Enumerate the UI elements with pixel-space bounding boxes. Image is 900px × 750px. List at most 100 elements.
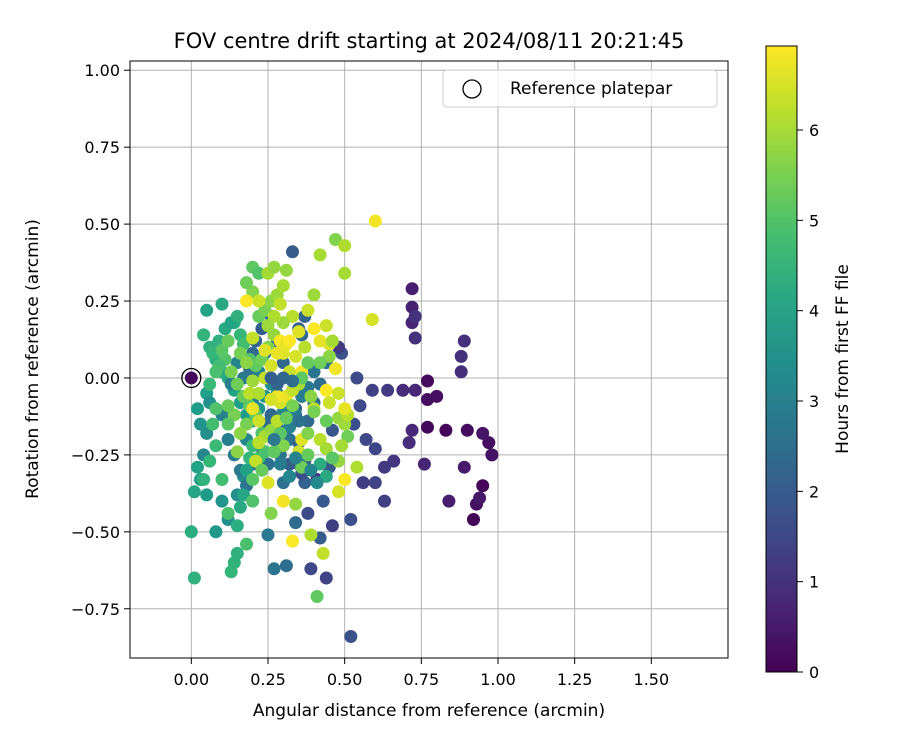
data-point	[279, 263, 293, 277]
data-point	[329, 233, 342, 246]
data-point	[273, 297, 287, 311]
data-point	[482, 436, 496, 450]
data-point	[322, 349, 336, 363]
data-point	[261, 528, 275, 542]
data-point	[224, 365, 238, 379]
data-point	[264, 393, 278, 406]
data-point	[301, 414, 315, 428]
data-point	[233, 426, 247, 440]
data-point	[304, 463, 318, 477]
data-point	[252, 386, 266, 400]
data-point	[203, 454, 217, 468]
data-point	[319, 319, 333, 333]
colorbar-tick-label: 3	[809, 392, 819, 411]
data-point	[454, 365, 468, 379]
colorbar-tick-label: 1	[809, 573, 819, 592]
data-point	[246, 402, 260, 416]
data-point	[316, 546, 330, 560]
data-point	[344, 513, 358, 526]
data-point	[289, 349, 303, 363]
data-point	[197, 328, 211, 342]
data-point	[264, 359, 278, 373]
data-point	[313, 356, 327, 370]
data-point	[304, 562, 318, 576]
data-point	[286, 309, 299, 323]
data-point	[276, 279, 290, 293]
data-point	[221, 334, 235, 348]
data-point	[295, 389, 309, 403]
data-point	[240, 463, 253, 477]
data-point	[209, 365, 223, 379]
data-point	[237, 488, 250, 502]
data-point	[215, 473, 229, 486]
data-point	[215, 297, 229, 311]
y-tick-label: 0.75	[84, 138, 120, 157]
data-point	[240, 417, 253, 431]
y-axis-label: Rotation from reference (arcmin)	[23, 219, 43, 499]
data-point	[335, 439, 349, 453]
legend-label: Reference platepar	[510, 79, 672, 99]
colorbar-gradient	[766, 46, 797, 672]
data-point	[332, 485, 345, 499]
data-point	[283, 334, 296, 348]
data-point	[246, 331, 260, 345]
data-point	[276, 439, 290, 453]
data-point	[252, 294, 266, 308]
data-point	[476, 479, 490, 493]
data-point	[329, 362, 342, 376]
x-axis-label: Angular distance from reference (arcmin)	[253, 701, 605, 721]
data-point	[454, 349, 468, 363]
legend-marker	[462, 79, 482, 99]
data-point	[243, 386, 257, 400]
data-point	[240, 356, 253, 370]
data-point	[313, 457, 327, 471]
data-point	[325, 334, 339, 348]
data-point	[457, 334, 471, 348]
data-point	[325, 451, 339, 465]
colorbar-tick-label: 6	[809, 121, 819, 140]
data-point	[421, 374, 434, 388]
data-point	[325, 519, 339, 533]
data-point	[313, 248, 327, 262]
data-point	[368, 442, 382, 456]
data-point	[230, 546, 244, 560]
data-point	[332, 386, 345, 400]
y-tick-label: 0.00	[84, 369, 120, 388]
data-point	[227, 408, 241, 422]
reference-marker	[181, 367, 202, 389]
data-point	[365, 383, 379, 397]
data-point	[276, 494, 290, 508]
data-point	[439, 423, 453, 437]
data-point	[286, 399, 299, 413]
data-point	[240, 537, 253, 551]
colorbar-tick-label: 5	[809, 211, 819, 230]
data-point	[289, 451, 303, 465]
data-point	[341, 429, 355, 443]
data-point	[301, 506, 315, 520]
data-point	[365, 313, 379, 326]
colorbar-tick-label: 4	[809, 302, 819, 321]
data-point	[378, 494, 391, 508]
data-point	[215, 494, 229, 508]
data-point	[261, 319, 275, 333]
data-point	[408, 383, 422, 397]
data-point	[209, 439, 223, 453]
data-point	[301, 303, 315, 317]
data-point	[359, 433, 373, 446]
data-point	[255, 463, 269, 477]
data-point	[319, 571, 333, 585]
data-point	[368, 214, 382, 228]
data-point	[187, 571, 201, 585]
data-point	[252, 414, 266, 428]
colorbar: 0 1 2 3 4 5 6 Hours from first FF file	[765, 45, 853, 682]
legend-box	[442, 69, 718, 108]
data-point	[350, 460, 364, 474]
data-point	[252, 266, 266, 280]
data-point	[191, 460, 204, 474]
plot-frame	[129, 60, 729, 659]
data-point	[279, 559, 293, 573]
data-point	[307, 288, 321, 302]
data-point	[467, 513, 480, 526]
data-point	[417, 457, 431, 471]
